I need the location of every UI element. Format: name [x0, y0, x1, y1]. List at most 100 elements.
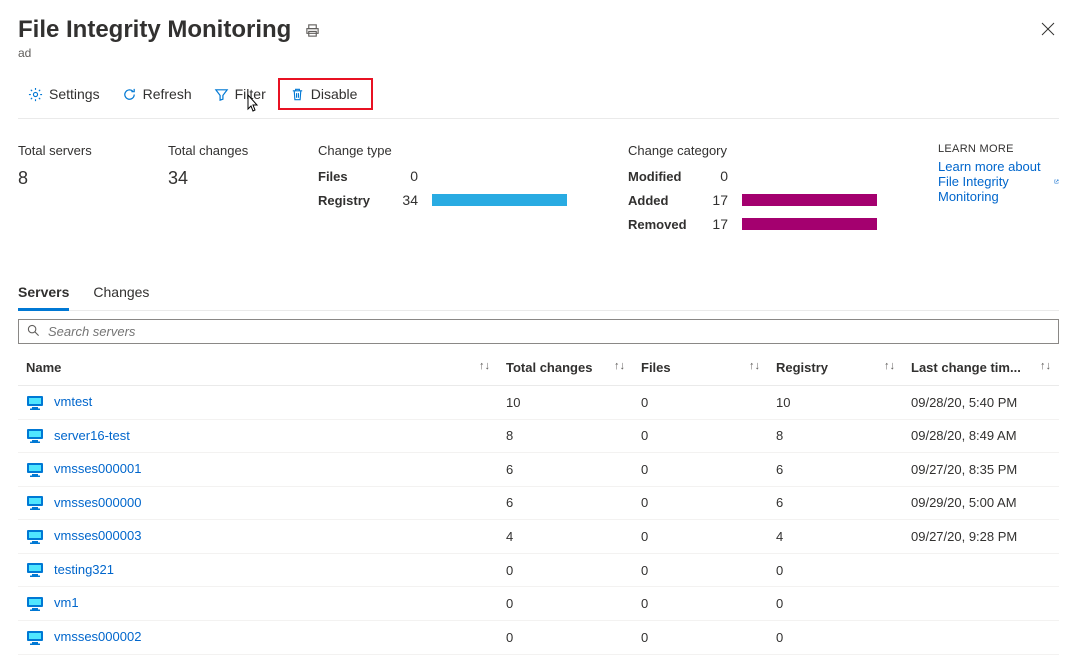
last-change-cell: 09/27/20, 8:35 PM — [903, 453, 1059, 487]
last-change-cell — [903, 553, 1059, 587]
server-name: server16-test — [54, 428, 130, 443]
files-cell: 0 — [633, 486, 768, 520]
table-row[interactable]: vmtest1001009/28/20, 5:40 PM — [18, 386, 1059, 420]
metric-name: Modified — [628, 169, 698, 184]
total-changes-cell: 0 — [498, 587, 633, 621]
page-subtitle: ad — [18, 46, 1037, 60]
filter-button[interactable]: Filter — [204, 82, 276, 106]
sort-icon[interactable]: ↑↓ — [749, 360, 760, 372]
refresh-button[interactable]: Refresh — [112, 82, 202, 106]
tab-servers[interactable]: Servers — [18, 276, 69, 311]
external-link-icon — [1054, 176, 1059, 187]
server-name-cell[interactable]: server16-test — [18, 419, 498, 453]
vm-icon — [26, 630, 44, 646]
vm-icon — [26, 462, 44, 478]
total-changes-label: Total changes — [168, 143, 258, 158]
metric-value: 0 — [388, 168, 418, 184]
server-name-cell[interactable]: vmtest — [18, 386, 498, 420]
metric-value: 17 — [698, 216, 728, 232]
learn-more-block: LEARN MORE Learn more about File Integri… — [938, 143, 1059, 240]
search-input[interactable] — [46, 323, 1050, 340]
tab-changes[interactable]: Changes — [93, 276, 149, 310]
column-header[interactable]: Total changes↑↓ — [498, 350, 633, 386]
servers-table: Name↑↓Total changes↑↓Files↑↓Registry↑↓La… — [18, 350, 1059, 655]
total-changes-cell: 10 — [498, 386, 633, 420]
column-header[interactable]: Last change tim...↑↓ — [903, 350, 1059, 386]
server-name: vmtest — [54, 394, 92, 409]
total-servers-label: Total servers — [18, 143, 108, 158]
table-row[interactable]: vmsses00000060609/29/20, 5:00 AM — [18, 486, 1059, 520]
sort-icon[interactable]: ↑↓ — [884, 360, 895, 372]
change-category-label: Change category — [628, 143, 878, 158]
learn-more-link[interactable]: Learn more about File Integrity Monitori… — [938, 159, 1059, 204]
vm-icon — [26, 495, 44, 511]
filter-icon — [214, 87, 229, 102]
table-row[interactable]: testing321000 — [18, 553, 1059, 587]
table-row[interactable]: server16-test80809/28/20, 8:49 AM — [18, 419, 1059, 453]
files-cell: 0 — [633, 553, 768, 587]
registry-cell: 10 — [768, 386, 903, 420]
summary-section: Total servers 8 Total changes 34 Change … — [18, 143, 1059, 240]
metric-bar — [742, 194, 877, 206]
table-row[interactable]: vmsses000002000 — [18, 620, 1059, 654]
last-change-cell — [903, 587, 1059, 621]
registry-cell: 0 — [768, 620, 903, 654]
files-cell: 0 — [633, 453, 768, 487]
last-change-cell — [903, 620, 1059, 654]
last-change-cell: 09/28/20, 8:49 AM — [903, 419, 1059, 453]
server-name-cell[interactable]: vm1 — [18, 587, 498, 621]
change-type-label: Change type — [318, 143, 568, 158]
learn-more-text: Learn more about File Integrity Monitori… — [938, 159, 1048, 204]
registry-cell: 0 — [768, 553, 903, 587]
print-icon[interactable] — [305, 23, 320, 38]
total-changes-cell: 0 — [498, 553, 633, 587]
refresh-icon — [122, 87, 137, 102]
column-header[interactable]: Registry↑↓ — [768, 350, 903, 386]
server-name-cell[interactable]: vmsses000002 — [18, 620, 498, 654]
metric-row: Removed17 — [628, 216, 878, 232]
total-changes-cell: 6 — [498, 453, 633, 487]
server-name-cell[interactable]: testing321 — [18, 553, 498, 587]
sort-icon[interactable]: ↑↓ — [479, 360, 490, 372]
server-name: vmsses000000 — [54, 495, 141, 510]
metric-name: Registry — [318, 193, 388, 208]
disable-button[interactable]: Disable — [278, 78, 374, 110]
files-cell: 0 — [633, 386, 768, 420]
metric-row: Files0 — [318, 168, 568, 184]
server-name-cell[interactable]: vmsses000000 — [18, 486, 498, 520]
column-header[interactable]: Name↑↓ — [18, 350, 498, 386]
files-cell: 0 — [633, 419, 768, 453]
toolbar: Settings Refresh Filter Disable — [18, 78, 1059, 119]
server-name: vmsses000003 — [54, 528, 141, 543]
files-cell: 0 — [633, 520, 768, 554]
vm-icon — [26, 562, 44, 578]
learn-more-label: LEARN MORE — [938, 143, 1059, 155]
sort-icon[interactable]: ↑↓ — [1040, 360, 1051, 372]
table-row[interactable]: vmsses00000340409/27/20, 9:28 PM — [18, 520, 1059, 554]
server-name: vm1 — [54, 595, 79, 610]
tabs: Servers Changes — [18, 276, 1059, 311]
metric-name: Removed — [628, 217, 698, 232]
registry-cell: 8 — [768, 419, 903, 453]
settings-button[interactable]: Settings — [18, 82, 110, 106]
registry-cell: 0 — [768, 587, 903, 621]
server-name: testing321 — [54, 562, 114, 577]
sort-icon[interactable]: ↑↓ — [614, 360, 625, 372]
metric-name: Added — [628, 193, 698, 208]
total-servers-value: 8 — [18, 168, 108, 189]
close-button[interactable] — [1037, 16, 1059, 45]
column-header[interactable]: Files↑↓ — [633, 350, 768, 386]
last-change-cell: 09/27/20, 9:28 PM — [903, 520, 1059, 554]
metric-value: 0 — [698, 168, 728, 184]
change-category-block: Change category Modified0Added17Removed1… — [628, 143, 878, 240]
files-cell: 0 — [633, 587, 768, 621]
total-changes-cell: 4 — [498, 520, 633, 554]
metric-row: Registry34 — [318, 192, 568, 208]
server-name-cell[interactable]: vmsses000003 — [18, 520, 498, 554]
server-name-cell[interactable]: vmsses000001 — [18, 453, 498, 487]
search-box[interactable] — [18, 319, 1059, 344]
vm-icon — [26, 395, 44, 411]
table-row[interactable]: vm1000 — [18, 587, 1059, 621]
total-changes-block: Total changes 34 — [168, 143, 258, 240]
table-row[interactable]: vmsses00000160609/27/20, 8:35 PM — [18, 453, 1059, 487]
